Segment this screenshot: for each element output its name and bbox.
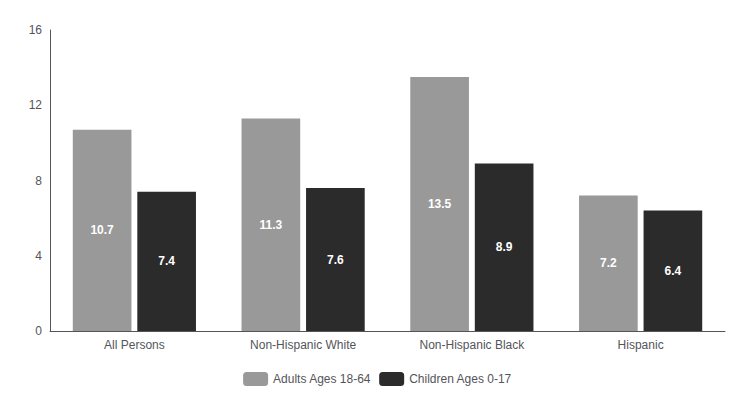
svg-text:16: 16 — [29, 23, 43, 37]
svg-text:Non-Hispanic White: Non-Hispanic White — [250, 338, 356, 352]
svg-text:Hispanic: Hispanic — [618, 338, 664, 352]
svg-text:7.6: 7.6 — [327, 253, 344, 267]
svg-text:Non-Hispanic Black: Non-Hispanic Black — [420, 338, 526, 352]
svg-text:7.2: 7.2 — [600, 256, 617, 270]
svg-text:8.9: 8.9 — [496, 240, 513, 254]
svg-text:0: 0 — [35, 324, 42, 338]
svg-text:8: 8 — [35, 174, 42, 188]
svg-text:All Persons: All Persons — [104, 338, 165, 352]
svg-text:10.7: 10.7 — [90, 223, 114, 237]
svg-text:11.3: 11.3 — [260, 218, 283, 232]
svg-text:7.4: 7.4 — [158, 254, 175, 268]
svg-text:Children Ages 0-17: Children Ages 0-17 — [409, 372, 511, 386]
svg-text:Adults Ages 18-64: Adults Ages 18-64 — [273, 372, 371, 386]
svg-text:12: 12 — [29, 98, 43, 112]
svg-text:13.5: 13.5 — [428, 197, 452, 211]
svg-text:6.4: 6.4 — [665, 264, 682, 278]
svg-text:4: 4 — [35, 249, 42, 263]
